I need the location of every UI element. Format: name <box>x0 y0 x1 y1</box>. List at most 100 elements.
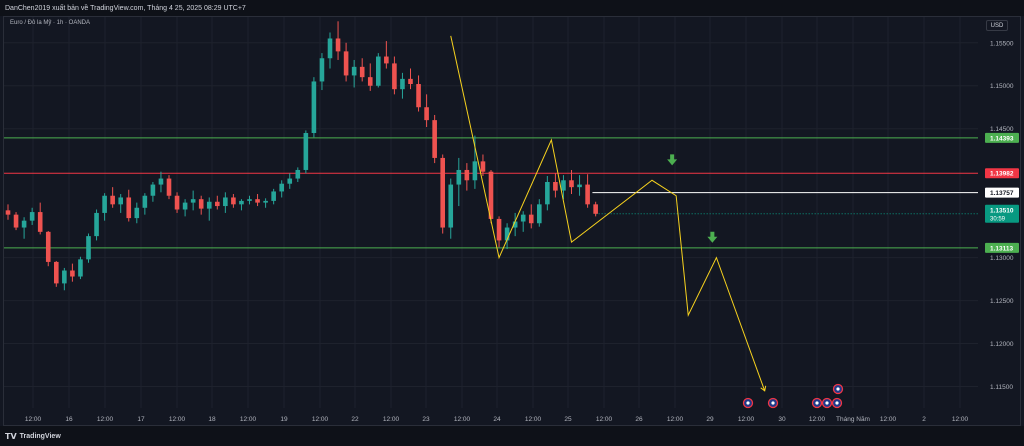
time-axis-label: 12:00 <box>169 416 186 423</box>
candle-body <box>311 81 317 134</box>
candle-body <box>553 181 558 191</box>
candle-body <box>287 178 293 184</box>
candle-body <box>215 201 220 207</box>
candle-body <box>223 197 228 207</box>
countdown-text: 30:59 <box>990 216 1006 222</box>
candle-body <box>37 212 43 232</box>
candle-body <box>255 199 260 203</box>
time-axis-label: 16 <box>65 416 73 423</box>
candle-body <box>303 133 309 170</box>
last-price-text: 1.13510 <box>990 207 1014 214</box>
candle-body <box>376 56 381 86</box>
candle-body <box>327 38 333 59</box>
candle-body <box>295 169 301 179</box>
candle-body <box>142 195 148 208</box>
candle-body <box>190 199 196 203</box>
candle-body <box>504 227 510 241</box>
price-level-badge <box>985 242 1019 253</box>
projection-arrowhead <box>760 385 767 392</box>
candle-body <box>367 77 373 86</box>
candle-body <box>70 270 75 277</box>
candle-body <box>537 204 542 224</box>
candle-body <box>174 195 180 210</box>
candle-body <box>408 78 413 85</box>
candle-body <box>512 221 518 228</box>
candle-body <box>343 51 349 76</box>
price-axis-label: 1.12000 <box>990 341 1014 348</box>
publisher-title: DanChen2019 xuất bản về TradingView.com,… <box>5 4 246 12</box>
candle-body <box>577 184 582 188</box>
last-price-badge <box>985 204 1019 223</box>
candle-body <box>247 199 252 201</box>
candle-body <box>585 184 590 205</box>
candle-body <box>464 169 470 181</box>
candle-body <box>432 120 437 158</box>
tradingview-brand: TradingView <box>19 432 61 440</box>
candle-body <box>239 200 244 205</box>
candle-body <box>29 212 35 221</box>
candle-body <box>13 214 19 228</box>
candle-body <box>231 197 236 205</box>
time-axis-label: 12:00 <box>880 416 897 423</box>
time-axis-label: 12:00 <box>240 416 257 423</box>
economic-event-icon-dot <box>815 401 819 405</box>
candle-body <box>561 180 566 191</box>
candle-body <box>593 204 598 214</box>
candle-body <box>158 178 164 185</box>
candle-body <box>351 66 357 76</box>
time-axis-label: 18 <box>208 416 216 423</box>
time-axis-label: 12:00 <box>454 416 471 423</box>
tradingview-logo-icon: 𝗧𝗩 <box>5 431 17 441</box>
time-axis-label: 2 <box>922 416 926 423</box>
candle-body <box>496 218 502 241</box>
candle-body <box>416 84 421 108</box>
candle-body <box>198 199 204 209</box>
time-axis-label: 12:00 <box>525 416 542 423</box>
candle-body <box>118 197 123 205</box>
chart-frame <box>3 16 1021 426</box>
candle-body <box>456 169 462 185</box>
time-axis-label: 22 <box>351 416 359 423</box>
candle-body <box>384 56 389 64</box>
economic-event-icon-dot <box>825 401 829 405</box>
candle-body <box>424 107 429 121</box>
candle-body <box>392 63 397 90</box>
candle-body <box>448 184 454 228</box>
candle-body <box>472 161 478 181</box>
candle-body <box>21 220 27 228</box>
price-level-badge <box>985 168 1019 179</box>
economic-event-icon-dot <box>771 401 775 405</box>
symbol-label[interactable]: Euro / Đô la Mỹ · 1h · OANDA <box>10 20 91 26</box>
price-level-badge-text: 1.13982 <box>990 171 1014 178</box>
currency-button[interactable]: USD <box>986 20 1008 31</box>
time-axis-label: 12:00 <box>97 416 114 423</box>
economic-event-icon-dot <box>746 401 750 405</box>
candle-body <box>102 195 107 213</box>
time-axis-label: 12:00 <box>312 416 329 423</box>
candle-body <box>488 171 494 219</box>
price-axis-label: 1.15000 <box>990 83 1014 90</box>
candle-body <box>480 161 486 172</box>
candle-body <box>569 180 574 188</box>
down-arrow-icon <box>707 231 718 243</box>
price-level-badge-text: 1.13113 <box>990 245 1014 252</box>
publisher-bar: DanChen2019 xuất bản về TradingView.com,… <box>0 0 1024 16</box>
candle-body <box>110 195 115 205</box>
price-axis-label: 1.11500 <box>990 384 1013 391</box>
footer-bar: 𝗧𝗩 TradingView <box>0 426 1024 446</box>
price-axis-label: 1.14500 <box>990 126 1014 133</box>
tradingview-logo[interactable]: 𝗧𝗩 TradingView <box>5 432 61 441</box>
candle-body <box>263 200 268 203</box>
time-axis-label: 24 <box>493 416 501 423</box>
time-axis-label: 12:00 <box>952 416 969 423</box>
candle-body <box>319 58 325 82</box>
candle-body <box>359 66 365 78</box>
candle-body <box>528 214 534 224</box>
candle-body <box>126 197 132 219</box>
projection-path <box>450 35 766 391</box>
time-axis-label: 29 <box>706 416 714 423</box>
time-axis-label: 17 <box>137 416 145 423</box>
candle-body <box>182 202 188 210</box>
time-axis-label: 12:00 <box>25 416 42 423</box>
